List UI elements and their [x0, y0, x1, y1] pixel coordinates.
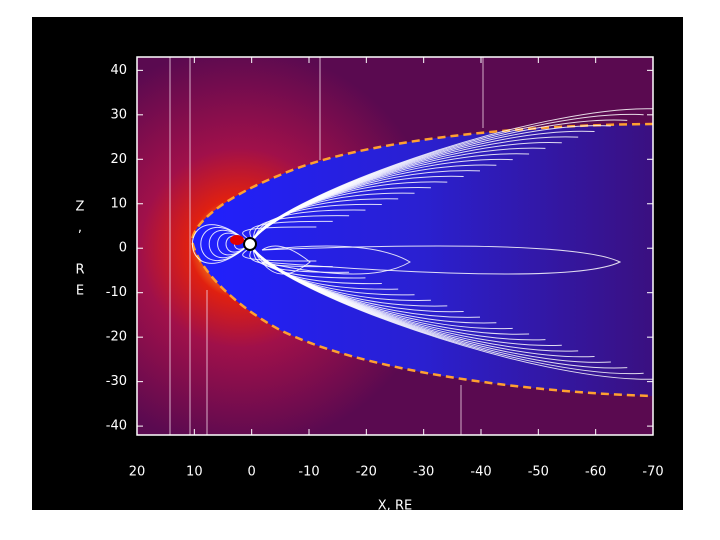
field-line [261, 245, 622, 275]
x-axis-label: X, RE [378, 499, 412, 514]
y-tick-label: 40 [110, 63, 127, 78]
field-line [261, 245, 311, 275]
field-lines [192, 108, 653, 380]
y-axis-label: Z, RE [73, 200, 88, 305]
x-tick-label: 10 [186, 465, 203, 480]
x-tick-label: -70 [642, 465, 663, 480]
x-tick-label: -50 [528, 465, 549, 480]
cusp [230, 235, 244, 245]
y-tick-label: -20 [106, 330, 127, 345]
x-tick-label: 0 [248, 465, 256, 480]
field-line [208, 229, 251, 259]
field-line [192, 224, 251, 264]
field-line [249, 243, 653, 380]
x-tick-label: -30 [413, 465, 434, 480]
x-tick-label: -60 [585, 465, 606, 480]
plot-border [136, 56, 654, 436]
field-line [200, 226, 251, 262]
y-tick-label: -40 [106, 419, 127, 434]
earth [243, 237, 257, 251]
y-tick-label: 20 [110, 152, 127, 167]
y-tick-label: -30 [106, 374, 127, 389]
field-line [249, 108, 653, 245]
y-tick-label: 30 [110, 107, 127, 122]
magnetopause [190, 122, 653, 398]
y-tick-label: 10 [110, 196, 127, 211]
field-line [261, 245, 411, 275]
x-tick-label: -40 [470, 465, 491, 480]
x-tick-label: -10 [298, 465, 319, 480]
x-tick-label: -20 [356, 465, 377, 480]
x-tick-label: 20 [129, 465, 146, 480]
magnetosphere [192, 124, 653, 396]
y-tick-label: 0 [119, 241, 127, 256]
y-tick-label: -10 [106, 285, 127, 300]
field-image [137, 57, 653, 435]
